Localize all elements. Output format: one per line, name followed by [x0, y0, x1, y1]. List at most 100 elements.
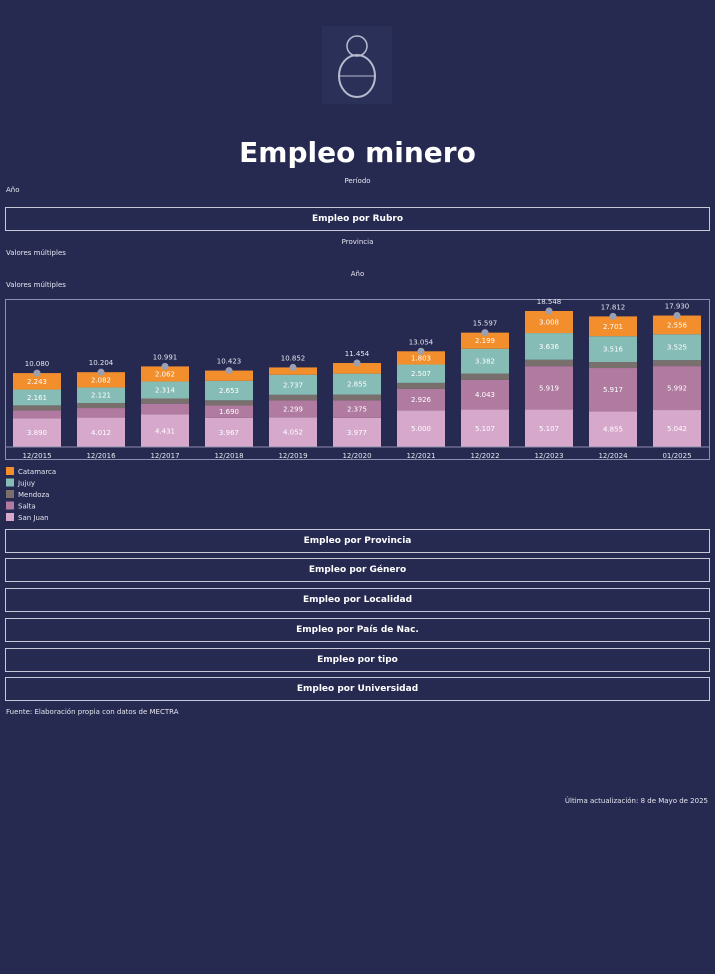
value-label: 5.107 — [539, 425, 559, 433]
total-label: 10.991 — [153, 353, 178, 361]
value-label: 5.917 — [603, 386, 623, 394]
bar-segment — [653, 410, 701, 447]
bar-segment — [525, 311, 573, 334]
bar-segment — [589, 316, 637, 337]
total-label: 17.930 — [665, 303, 690, 311]
total-dot — [353, 359, 361, 367]
total-label: 10.423 — [217, 358, 242, 366]
total-label: 17.812 — [601, 303, 626, 311]
bar-segment — [141, 366, 189, 382]
bar-segment — [13, 410, 61, 419]
bar-segment — [77, 408, 125, 418]
total-dot — [97, 368, 105, 376]
x-tick-label: 01/2025 — [662, 452, 691, 460]
bar-segment — [269, 367, 317, 375]
bar-segment — [269, 400, 317, 418]
bar-segment — [461, 332, 509, 349]
x-tick-label: 12/2018 — [214, 452, 243, 460]
title: Empleo minero — [239, 136, 476, 169]
legend-swatch — [6, 501, 14, 510]
section-button[interactable]: Empleo por Género — [5, 558, 710, 582]
filter-label: Año — [350, 270, 365, 278]
value-label: 5.919 — [539, 384, 559, 392]
bar-segment — [269, 417, 317, 447]
total-label: 10.080 — [25, 360, 50, 368]
value-label: 3.967 — [219, 429, 239, 437]
total-dot — [161, 362, 169, 370]
x-tick-label: 12/2017 — [150, 452, 179, 460]
value-label: 5.992 — [667, 385, 687, 393]
x-tick-label: 12/2023 — [534, 452, 563, 460]
logo — [322, 26, 392, 104]
legend-label: Jujuy — [17, 480, 35, 488]
section-button[interactable]: Empleo por Provincia — [5, 529, 710, 553]
filter-value: Valores múltiples — [6, 249, 66, 257]
legend-swatch — [6, 490, 14, 498]
chart-frame — [5, 299, 710, 460]
filter-label: Año — [6, 186, 20, 194]
value-label: 2.375 — [347, 406, 367, 414]
value-label: 3.977 — [347, 429, 367, 437]
total-dot — [33, 369, 41, 377]
x-tick-label: 12/2022 — [470, 452, 499, 460]
total-dot — [225, 367, 233, 375]
bar-segment — [525, 409, 573, 447]
bar-segment — [525, 359, 573, 367]
value-label: 4.043 — [475, 391, 495, 399]
source: Fuente: Elaboración propia con datos de … — [6, 708, 179, 716]
bar-segment — [653, 360, 701, 367]
value-label: 3.382 — [475, 358, 495, 366]
legend-label: Catamarca — [18, 468, 56, 476]
value-label: 2.121 — [91, 392, 111, 400]
bar-segment — [205, 380, 253, 401]
section-button[interactable]: Empleo por Rubro — [5, 207, 710, 231]
total-dot — [609, 312, 617, 320]
value-label: 2.082 — [91, 376, 111, 384]
value-label: 3.008 — [539, 319, 559, 327]
bar-segment — [525, 366, 573, 410]
x-tick-label: 12/2024 — [598, 452, 628, 460]
section-button[interactable]: Empleo por Localidad — [5, 588, 710, 612]
bar-segment — [77, 402, 125, 409]
bar-segment — [77, 387, 125, 403]
section-button[interactable]: Empleo por País de Nac. — [5, 618, 710, 642]
section-button[interactable]: Empleo por Universidad — [5, 677, 710, 701]
value-label: 5.107 — [475, 425, 495, 433]
legend-label: Mendoza — [18, 491, 49, 499]
bar-segment — [397, 388, 445, 411]
bar-segment — [333, 417, 381, 447]
x-tick-label: 12/2019 — [278, 452, 307, 460]
bar-segment — [461, 373, 509, 380]
bar-segment — [13, 389, 61, 406]
section-button[interactable]: Empleo por tipo — [5, 648, 710, 672]
value-label: 2.556 — [667, 321, 688, 329]
bar-segment — [77, 417, 125, 447]
bar-segment — [653, 315, 701, 335]
total-dot — [289, 363, 297, 371]
total-dot — [673, 312, 681, 320]
value-label: 4.855 — [603, 426, 623, 434]
bar-segment — [589, 361, 637, 369]
bar-segment — [589, 368, 637, 412]
value-label: 4.052 — [283, 429, 303, 437]
value-label: 2.314 — [155, 387, 176, 395]
total-label: 11.454 — [345, 350, 370, 358]
bar-segment — [141, 403, 189, 415]
filter-label: Provincia — [341, 238, 374, 246]
bar-segment — [653, 334, 701, 361]
bar-segment — [13, 418, 61, 447]
value-label: 2.243 — [27, 378, 47, 386]
bar-segment — [397, 364, 445, 383]
bar-segment — [397, 351, 445, 365]
bar-segment — [589, 411, 637, 447]
bar-segment — [461, 348, 509, 374]
value-label: 2.062 — [155, 370, 175, 378]
total-dot — [545, 307, 553, 315]
value-label: 2.653 — [219, 387, 239, 395]
legend-label: San Juan — [18, 514, 49, 522]
bar-segment — [333, 373, 381, 395]
value-label: 1.803 — [411, 354, 431, 362]
total-label: 10.204 — [89, 359, 114, 367]
bar-segment — [589, 336, 637, 362]
bar-segment — [461, 379, 509, 410]
